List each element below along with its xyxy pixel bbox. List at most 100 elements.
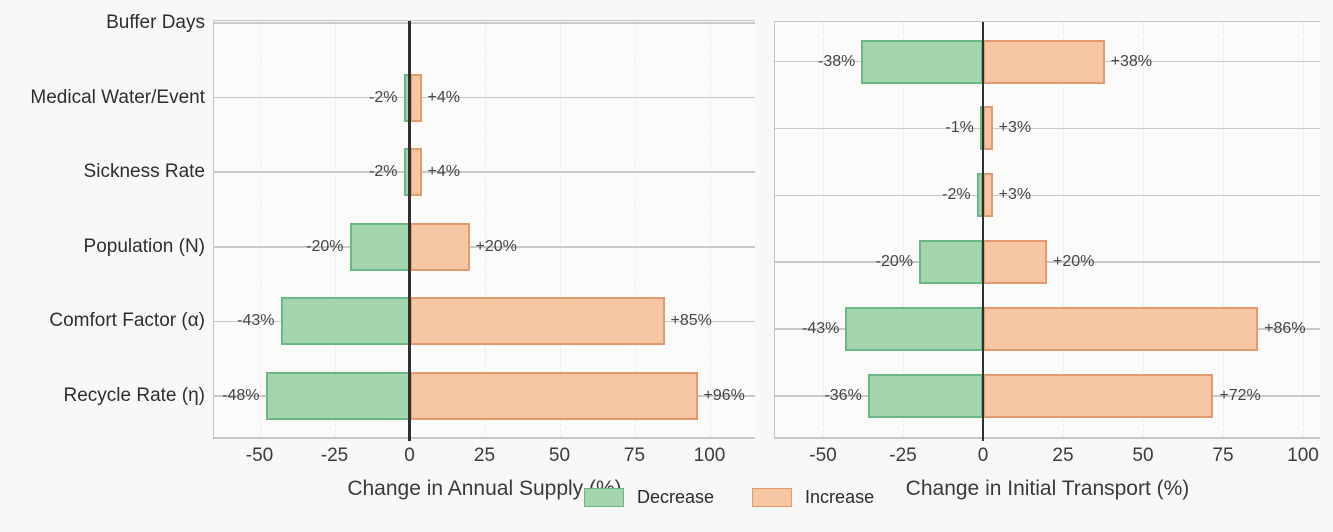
x-tick-label: 75: [1212, 445, 1234, 466]
bar-increase: [983, 307, 1259, 352]
x-tick-label: -50: [245, 445, 274, 466]
category-label: Buffer Days: [106, 12, 205, 33]
bar-decrease: [265, 372, 410, 420]
category-label: Population (N): [83, 235, 205, 257]
category-label: Medical Water/Event: [30, 86, 205, 108]
bar-value-label-increase: +4%: [427, 163, 460, 181]
x-tick-label: 50: [1132, 445, 1154, 466]
bar-increase: [409, 222, 470, 271]
zero-line: [408, 21, 411, 441]
bar-value-label-decrease: -1%: [945, 119, 974, 137]
top-spine: [775, 20, 1320, 22]
bar-value-label-increase: +3%: [998, 186, 1032, 204]
bar-value-label-increase: +96%: [703, 387, 745, 404]
bar-decrease: [861, 39, 983, 84]
bar-decrease: [280, 297, 410, 346]
vertical-grid-line: [823, 22, 824, 437]
bar-value-label-increase: +4%: [427, 88, 460, 106]
bar-decrease: [845, 307, 983, 352]
bar-increase: [409, 148, 422, 197]
legend-item-increase: Increase: [752, 487, 874, 508]
category-label: Comfort Factor (α): [49, 310, 205, 332]
bar-value-label-increase: +38%: [1110, 52, 1152, 70]
row-grid-line: [775, 127, 1320, 130]
x-tick-label: 100: [693, 445, 726, 466]
legend-item-decrease: Decrease: [584, 487, 714, 508]
zero-line: [981, 22, 985, 441]
bar-value-label-increase: +86%: [1264, 320, 1306, 338]
bar-value-label-decrease: -20%: [875, 253, 913, 271]
x-axis-title: Change in Annual Supply (%): [347, 477, 622, 500]
bar-value-label-decrease: -48%: [222, 387, 260, 404]
panel-annual-supply: -2% +4% -2% +4% -20% +20% -43% +85% -48% +96% Buff…: [30, 12, 755, 532]
bar-decrease: [919, 240, 983, 285]
row-grid-line: [214, 22, 755, 24]
vertical-grid-line: [1303, 22, 1304, 437]
legend-label-increase: Increase: [805, 487, 875, 507]
x-tick-label: 0: [404, 445, 415, 466]
x-axis-title: Change in Initial Transport (%): [905, 477, 1190, 500]
category-label: Recycle Rate (η): [63, 385, 206, 406]
x-tick-label: 0: [977, 445, 989, 466]
bar-decrease: [867, 374, 983, 418]
left-spine: [212, 19, 214, 439]
bar-value-label-increase: +85%: [670, 312, 712, 330]
bar-increase: [409, 297, 665, 346]
bar-value-label-increase: +20%: [475, 237, 517, 255]
bar-increase: [409, 372, 698, 420]
panel-initial-transport: -38% +38% -1% +3% -2% +3% -20% +20% -43% +86% -36%…: [773, 20, 1320, 532]
bar-value-label-decrease: -43%: [802, 320, 840, 338]
x-tick-label: 75: [623, 445, 646, 466]
vertical-grid-line: [559, 21, 561, 437]
row-grid-line: [775, 194, 1320, 197]
row-grid-line: [214, 96, 755, 99]
bottom-spine: [775, 437, 1320, 439]
decrease-swatch: [584, 488, 624, 507]
x-tick-label: -25: [320, 445, 349, 466]
x-tick-label: -25: [889, 445, 917, 466]
legend: Decrease Increase: [584, 487, 874, 508]
bar-increase: [409, 73, 422, 122]
bar-increase: [983, 374, 1214, 418]
bar-increase: [983, 173, 993, 218]
increase-swatch: [752, 488, 793, 507]
bar-value-label-increase: +20%: [1053, 253, 1095, 271]
vertical-grid-line: [259, 21, 261, 437]
left-spine: [773, 20, 775, 439]
bottom-spine: [214, 437, 755, 439]
legend-label-decrease: Decrease: [637, 487, 715, 507]
x-tick-label: 100: [1287, 445, 1319, 466]
vertical-grid-line: [634, 21, 636, 437]
top-spine: [214, 19, 755, 21]
vertical-grid-line: [484, 21, 486, 437]
bar-value-label-decrease: -20%: [306, 237, 344, 255]
bar-decrease: [349, 222, 410, 271]
bar-increase: [983, 39, 1105, 84]
plot-area: [775, 22, 1320, 437]
vertical-grid-line: [334, 21, 336, 437]
bar-value-label-decrease: -2%: [369, 88, 398, 106]
bar-value-label-decrease: -36%: [824, 387, 862, 404]
vertical-grid-line: [1063, 22, 1064, 437]
row-grid-line: [775, 261, 1320, 263]
row-grid-line: [214, 171, 755, 173]
vertical-grid-line: [1223, 22, 1224, 437]
x-tick-label: -50: [809, 445, 837, 466]
vertical-grid-line: [709, 21, 711, 437]
bar-increase: [983, 240, 1047, 285]
bar-value-label-decrease: -43%: [237, 312, 275, 330]
bar-increase: [983, 106, 993, 151]
row-grid-line: [214, 246, 755, 248]
bar-value-label-increase: +3%: [998, 119, 1032, 137]
vertical-grid-line: [1143, 22, 1144, 437]
bar-value-label-increase: +72%: [1219, 387, 1261, 404]
bar-value-label-decrease: -2%: [942, 186, 971, 204]
bar-value-label-decrease: -2%: [369, 163, 398, 181]
category-label: Sickness Rate: [83, 161, 205, 183]
bar-value-label-decrease: -38%: [818, 52, 856, 70]
vertical-grid-line: [903, 22, 904, 437]
x-tick-label: 25: [1052, 445, 1074, 466]
x-tick-label: 50: [548, 445, 571, 466]
x-tick-label: 25: [473, 445, 496, 466]
